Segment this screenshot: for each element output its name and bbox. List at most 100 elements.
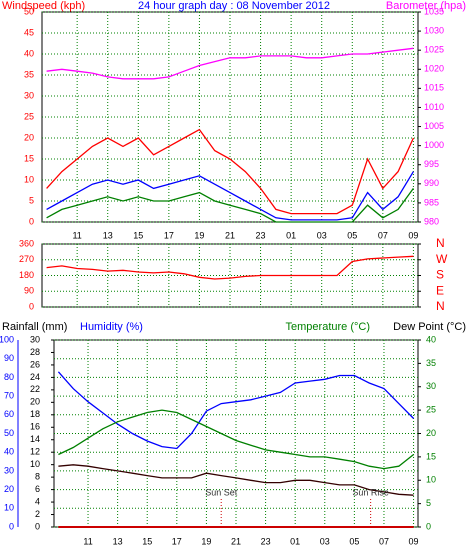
series-line [57,371,415,450]
y-tick-label: 180 [19,270,34,280]
series-line [58,409,415,470]
y2-tick-label: 1005 [424,121,444,131]
annotation: Sun Rise [352,487,389,497]
y2-tick-label: 1000 [424,140,444,150]
y2-tick-label: S [436,268,444,282]
y2-tick-label: 5 [426,498,431,508]
y3-tick-label: 18 [30,409,40,419]
y-tick-label: 0 [9,521,14,531]
y-tick-label: 50 [24,6,34,16]
y-tick-label: 45 [24,27,34,37]
y2-tick-label: 980 [424,216,439,226]
chart-title: 24 hour graph day : 08 November 2012 [138,0,330,12]
series-line [58,464,414,496]
x-tick-label: 09 [409,536,419,546]
y3-tick-label: 26 [30,359,40,369]
x-tick-label: 11 [72,230,81,240]
y-tick-label: 50 [4,428,14,438]
x-tick-label: 21 [231,536,241,546]
series-line [46,188,414,223]
x-tick-label: 07 [379,536,389,546]
y3-tick-label: 10 [30,459,40,469]
y3-tick-label: 8 [35,472,40,482]
y-tick-label: 100 [0,334,14,344]
x-tick-label: 19 [201,536,211,546]
x-tick-label: 07 [378,230,388,240]
y2-tick-label: 985 [424,197,439,207]
y-tick-label: 35 [24,69,34,79]
y2-axis-label: Temperature (°C) [286,321,370,333]
y3-tick-label: 22 [30,384,40,394]
y2-tick-label: 20 [426,428,436,438]
y-tick-label: 40 [4,447,14,457]
y-tick-label: 90 [24,286,34,296]
y-axis-label: Humidity (%) [80,321,143,333]
y-tick-label: 10 [24,174,34,184]
y4-axis-label: Dew Point (°C) [393,321,466,333]
y3-tick-label: 2 [35,509,40,519]
series-line [46,171,414,221]
y2-tick-label: 10 [426,475,436,485]
y2-tick-label: 1030 [424,25,444,35]
x-tick-label: 23 [261,536,271,546]
y2-tick-label: 0 [426,521,431,531]
series-line [46,47,414,80]
y3-axis-label: Rainfall (mm) [2,321,67,333]
y3-tick-label: 24 [30,372,40,382]
x-tick-label: 21 [225,230,235,240]
y2-tick-label: 990 [424,178,439,188]
y2-tick-label: 15 [426,451,436,461]
x-tick-label: 13 [103,230,113,240]
x-tick-label: 17 [172,536,182,546]
y2-tick-label: W [436,252,448,266]
x-tick-label: 05 [347,230,357,240]
x-tick-label: 01 [290,536,300,546]
y-axis-label: Windspeed (kph) [2,0,85,12]
y2-tick-label: 1025 [424,45,444,55]
y-tick-label: 90 [4,353,14,363]
x-tick-label: 23 [256,230,266,240]
series-line [46,128,414,215]
x-tick-label: 15 [133,230,143,240]
series-line [46,255,414,280]
y3-tick-label: 6 [35,484,40,494]
y-tick-label: 25 [24,111,34,121]
x-tick-label: 11 [83,536,92,546]
x-tick-label: 19 [194,230,204,240]
x-tick-label: 05 [349,536,359,546]
y3-tick-label: 0 [35,521,40,531]
y-tick-label: 20 [4,484,14,494]
y2-tick-label: 35 [426,358,436,368]
x-tick-label: 15 [142,536,152,546]
y2-tick-label: 1020 [424,64,444,74]
y3-tick-label: 28 [30,347,40,357]
y2-tick-label: 30 [426,381,436,391]
y-tick-label: 0 [29,216,34,226]
y-tick-label: 80 [4,372,14,382]
y3-tick-label: 16 [30,422,40,432]
y-tick-label: 70 [4,390,14,400]
y2-tick-label: 40 [426,334,436,344]
x-tick-label: 03 [320,536,330,546]
y-tick-label: 0 [29,301,34,311]
y2-tick-label: 25 [426,405,436,415]
x-tick-label: 13 [113,536,123,546]
y2-tick-label: E [436,283,444,297]
y3-tick-label: 20 [30,397,40,407]
y-tick-label: 30 [24,90,34,100]
y2-tick-label: N [436,299,445,313]
y-tick-label: 40 [24,48,34,58]
y2-tick-label: 995 [424,159,439,169]
y3-tick-label: 14 [30,434,40,444]
y-tick-label: 15 [24,153,34,163]
y2-axis-label: Barometer (hpa) [386,0,466,12]
y2-tick-label: N [436,236,445,250]
y-tick-label: 5 [29,195,34,205]
plot-area [41,243,419,308]
y3-tick-label: 30 [30,334,40,344]
y-tick-label: 270 [19,254,34,264]
x-tick-label: 09 [408,230,418,240]
y3-tick-label: 12 [30,447,40,457]
y-tick-label: 10 [4,503,14,513]
